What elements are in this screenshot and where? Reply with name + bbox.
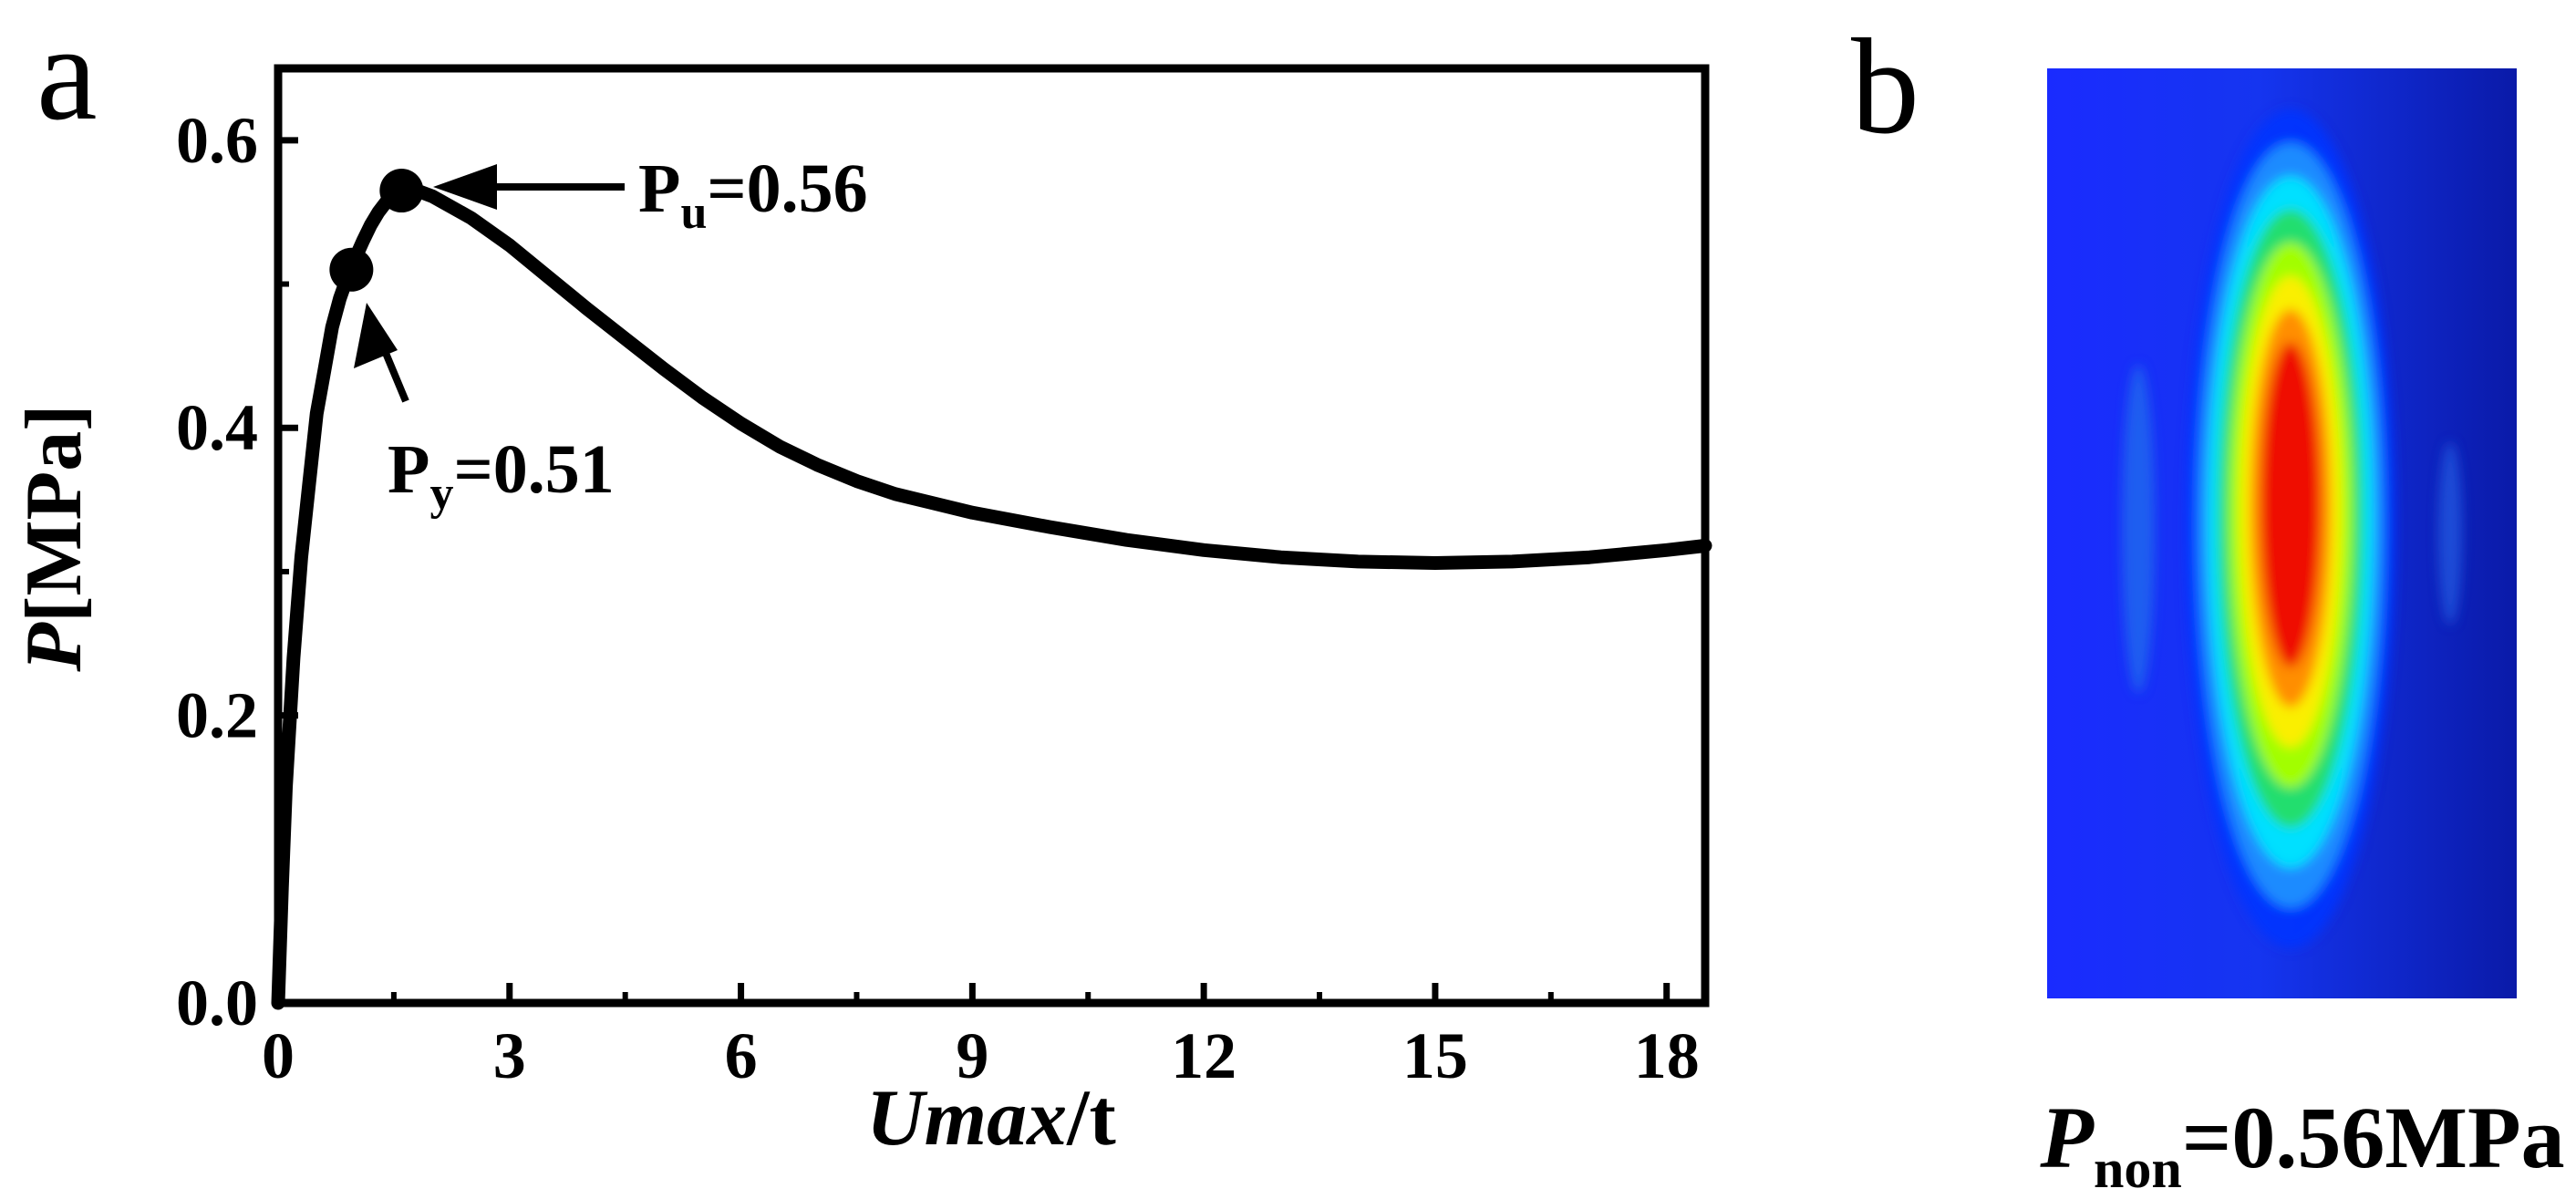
pu-symbol: P: [638, 150, 680, 227]
yield-point-marker: [329, 247, 374, 292]
svg-text:Py=0.51: Py=0.51: [388, 431, 615, 520]
markers: [329, 169, 424, 292]
plot-frame: [274, 64, 1710, 1008]
line-chart: 0.00.20.40.6 0 3 6 9 12 15 18 Pu=0.56 Py=0.51 …: [10, 64, 1712, 1163]
heatmap-caption: Pnon=0.56MPa: [2039, 1089, 2564, 1199]
x-tick-label: 9: [956, 1019, 988, 1092]
caption-symbol: P: [2039, 1089, 2095, 1186]
y-tick-label: 0.4: [176, 391, 258, 464]
py-annotation: Py=0.51: [354, 303, 615, 520]
left-lobe: [2122, 365, 2155, 693]
y-tick-label: 0.0: [176, 966, 258, 1039]
x-axis-ticks: 0 3 6 9 12 15 18: [262, 983, 1700, 1092]
pu-arrow-head: [433, 164, 497, 210]
py-arrow-line: [379, 345, 409, 403]
contour-level-7: [2260, 342, 2321, 667]
ultimate-point-marker: [379, 169, 424, 213]
panel-a-letter: a: [36, 0, 98, 149]
pu-value: =0.56: [707, 150, 867, 227]
py-value: =0.51: [453, 431, 614, 508]
y-axis-ticks: 0.0 0.2 0.4 0.6: [176, 104, 298, 1039]
pu-subscript: u: [680, 187, 707, 239]
x-tick-label: 15: [1402, 1019, 1468, 1092]
py-subscript: y: [429, 468, 453, 520]
x-tick-label: 18: [1634, 1019, 1700, 1092]
y-axis-label-rest: [MPa]: [10, 404, 98, 622]
x-axis-label: Umax/t: [866, 1074, 1116, 1163]
x-axis-label-italic: Umax: [866, 1074, 1067, 1163]
series-line: [271, 182, 1712, 1010]
pu-annotation: Pu=0.56: [433, 150, 868, 239]
x-tick-label: 12: [1171, 1019, 1236, 1092]
py-symbol: P: [388, 431, 429, 508]
heatmap-side-lobes: [2122, 365, 2462, 693]
x-tick-label: 3: [493, 1019, 526, 1092]
heatmap: Pnon=0.56MPa: [2039, 68, 2565, 1199]
y-axis-label: P[MPa]: [10, 404, 98, 672]
y-axis-label-italic: P: [10, 622, 98, 673]
caption-subscript: non: [2094, 1139, 2182, 1199]
svg-text:Pu=0.56: Pu=0.56: [638, 150, 868, 239]
right-lobe: [2438, 442, 2462, 625]
py-arrow-head: [354, 303, 398, 368]
heatmap-contours: [2186, 109, 2395, 948]
x-tick-label: 6: [725, 1019, 758, 1092]
x-axis-label-rest: /t: [1066, 1074, 1116, 1163]
y-tick-label: 0.6: [176, 104, 258, 177]
x-tick-label: 0: [262, 1019, 295, 1092]
panel-b-letter: b: [1851, 11, 1919, 162]
caption-value: =0.56MPa: [2182, 1089, 2565, 1186]
y-tick-label: 0.2: [176, 679, 258, 752]
